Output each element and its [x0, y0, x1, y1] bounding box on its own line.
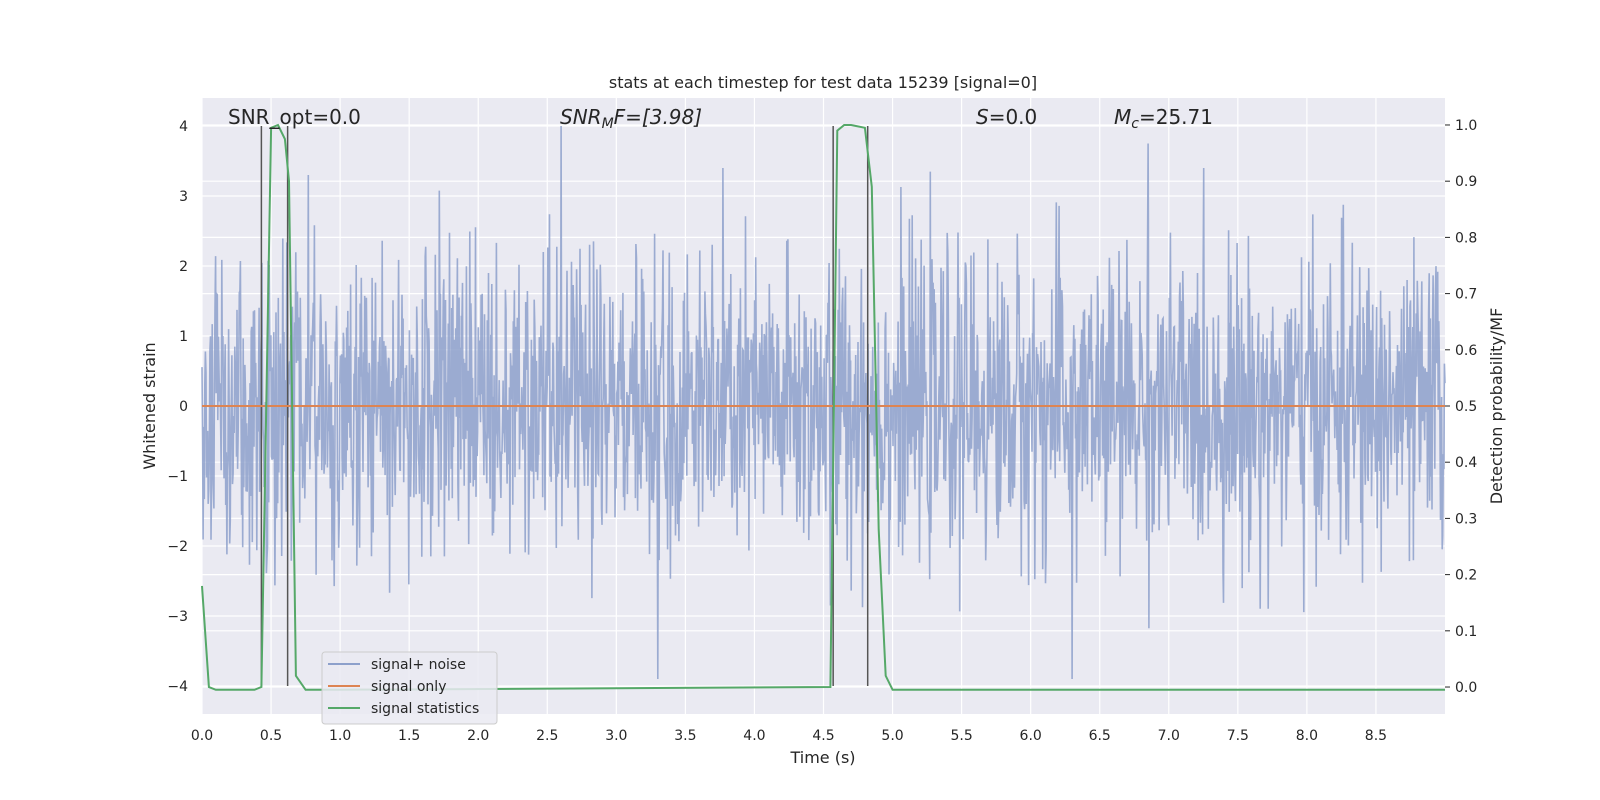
signal-noise-series	[201, 125, 1446, 680]
y-tick-label: 0	[179, 399, 188, 415]
y-tick-label: 4	[179, 119, 188, 135]
x-tick-label: 4.0	[743, 728, 765, 744]
x-tick-label: 6.0	[1020, 728, 1042, 744]
y2-tick-label: 0.0	[1455, 680, 1477, 696]
y-tick-label: −3	[167, 609, 188, 625]
x-tick-label: 0.0	[191, 728, 213, 744]
y2-tick-label: 0.8	[1455, 230, 1477, 246]
y-tick-label: 1	[179, 329, 188, 345]
y2-tick-label: 0.6	[1455, 343, 1477, 359]
annotation-snr-opt: SNR_opt=0.0	[228, 105, 361, 129]
x-tick-label: 7.0	[1158, 728, 1180, 744]
y2-tick-label: 0.9	[1455, 174, 1477, 190]
y-tick-label: 3	[179, 189, 188, 205]
x-tick-label: 6.5	[1089, 728, 1111, 744]
legend-label-signal-only: signal only	[371, 679, 446, 695]
y-axis-label: Whitened strain	[140, 342, 159, 469]
legend-label-signal-noise: signal+ noise	[371, 657, 466, 673]
y2-tick-label: 0.2	[1455, 568, 1477, 584]
legend-box	[321, 651, 498, 725]
y-tick-label: −2	[167, 539, 188, 555]
y-tick-label: −4	[167, 679, 188, 695]
x-tick-label: 0.5	[260, 728, 282, 744]
annotation-mc: Mc=25.71	[1114, 105, 1213, 132]
y2-tick-label: 0.4	[1455, 455, 1477, 471]
x-tick-label: 1.5	[398, 728, 420, 744]
y2-tick-label: 0.1	[1455, 624, 1477, 640]
y2-tick-label: 1.0	[1455, 118, 1477, 134]
y2-tick-label: 0.5	[1455, 399, 1477, 415]
x-tick-label: 8.5	[1365, 728, 1387, 744]
x-tick-label: 5.5	[950, 728, 972, 744]
x-tick-label: 7.5	[1227, 728, 1249, 744]
legend: signal+ noise signal only signal statist…	[321, 651, 498, 725]
x-tick-label: 2.0	[467, 728, 489, 744]
x-axis-label: Time (s)	[789, 748, 855, 767]
x-tick-label: 3.5	[674, 728, 696, 744]
x-tick-label: 2.5	[536, 728, 558, 744]
legend-label-signal-statistics: signal statistics	[371, 701, 479, 717]
tick-labels: 0.0 0.5 1.0 1.5 2.0 2.5 3.0 3.5 4.0 4.5 5.0 5.5 6.0 6…	[167, 118, 1477, 744]
signal-noise-line	[201, 125, 1446, 680]
x-tick-label: 1.0	[329, 728, 351, 744]
y2-tick-label: 0.7	[1455, 287, 1477, 303]
y2-tick-label: 0.3	[1455, 511, 1477, 527]
y-tick-label: −1	[167, 469, 188, 485]
x-tick-label: 5.0	[881, 728, 903, 744]
y-tick-label: 2	[179, 259, 188, 275]
chart-title: stats at each timestep for test data 152…	[609, 73, 1037, 92]
x-tick-label: 4.5	[812, 728, 834, 744]
x-tick-label: 3.0	[605, 728, 627, 744]
annotation-s: S=0.0	[976, 105, 1037, 129]
annotation-snr-mf: SNRMF=[3.98]	[560, 105, 702, 132]
x-tick-label: 8.0	[1296, 728, 1318, 744]
y2-axis-label: Detection probability/MF	[1487, 308, 1506, 505]
